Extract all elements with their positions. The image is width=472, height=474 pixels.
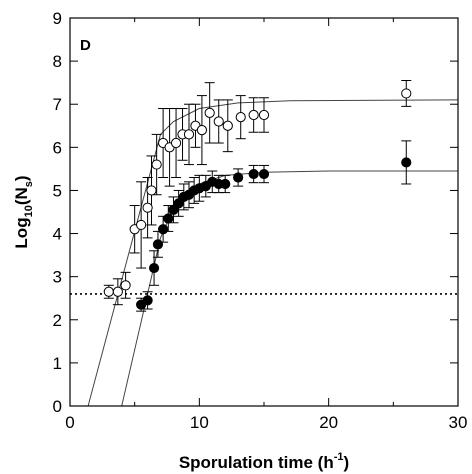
x-tick-label: 0 (65, 413, 74, 432)
open-data-point (170, 137, 182, 149)
y-tick-label: 7 (53, 95, 62, 114)
open-data-point (258, 109, 270, 121)
filled-data-point (142, 295, 153, 306)
x-tick-label: 30 (449, 413, 468, 432)
y-tick-label: 5 (53, 181, 62, 200)
plot-area (70, 80, 458, 406)
panel-label: D (80, 37, 91, 54)
x-tick-label: 10 (190, 413, 209, 432)
filled-data-point (148, 262, 160, 274)
fit-curve-series-1 (87, 99, 458, 406)
filled-data-point (233, 172, 244, 183)
filled-data-point (220, 178, 231, 190)
x-tick-label: 20 (319, 413, 338, 432)
open-data-point (103, 286, 114, 297)
open-data-point (235, 112, 246, 123)
open-data-point (112, 286, 123, 297)
y-tick-label: 0 (53, 397, 62, 416)
filled-data-point (152, 239, 164, 250)
y-tick-label: 1 (53, 354, 62, 373)
filled-data-point (158, 224, 169, 235)
filled-data-point (163, 213, 174, 224)
open-data-point (120, 280, 131, 291)
y-tick-label: 4 (53, 225, 62, 244)
x-axis-title: Sporulation time (h-1) (179, 451, 349, 472)
plot-frame (69, 17, 459, 407)
axes: 0 10 20 30 0 1 2 3 4 5 6 7 8 9 (53, 9, 468, 432)
open-data-point (183, 129, 195, 140)
open-data-point (146, 185, 157, 196)
open-data-point (204, 107, 215, 118)
y-tick-label: 9 (53, 9, 62, 28)
open-data-point (196, 124, 208, 136)
filled-data-point (258, 168, 270, 180)
y-tick-label: 2 (53, 311, 62, 330)
open-data-point (142, 202, 153, 213)
y-tick-label: 3 (53, 268, 62, 287)
open-data-point (401, 88, 412, 99)
open-data-point (222, 120, 233, 131)
filled-data-point (401, 157, 412, 168)
y-tick-label: 6 (53, 138, 62, 157)
open-data-point (248, 109, 259, 121)
filled-data-point (248, 168, 259, 180)
open-data-point (213, 116, 224, 127)
open-data-point (136, 219, 147, 231)
y-axis-title: Log10(Ns) (12, 175, 35, 248)
open-data-point (151, 159, 162, 170)
y-tick-label: 8 (53, 52, 62, 71)
